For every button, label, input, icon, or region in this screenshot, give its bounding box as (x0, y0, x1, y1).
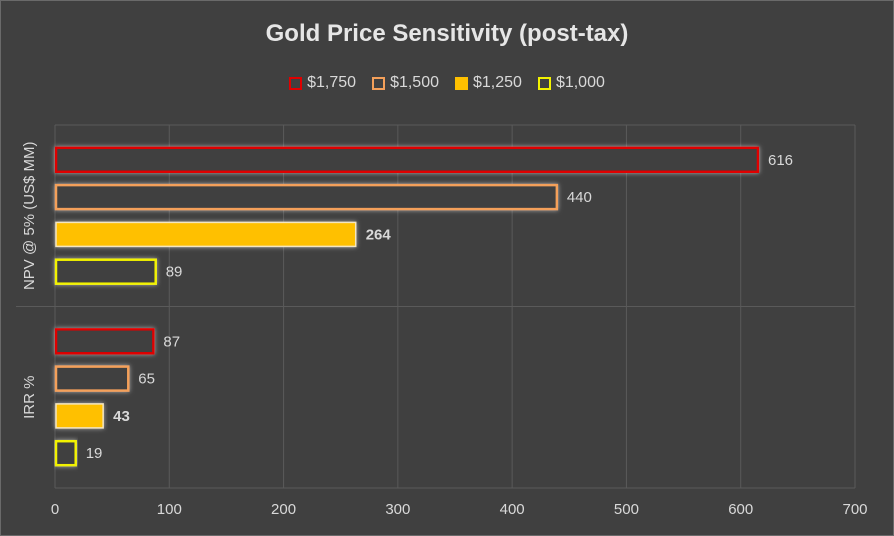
category-label: IRR % (21, 376, 38, 419)
chart-title: Gold Price Sensitivity (post-tax) (265, 20, 629, 47)
data-label: 616 (768, 152, 793, 169)
legend-swatch (455, 76, 468, 90)
bar (54, 183, 559, 211)
bar (54, 328, 155, 355)
legend-item: $1,000 (537, 74, 605, 92)
x-tick-label: 200 (271, 501, 296, 518)
x-tick-label: 100 (157, 501, 182, 518)
bar (55, 221, 357, 248)
x-tick-label: 600 (728, 501, 753, 518)
x-tick-label: 500 (614, 501, 639, 518)
legend-label: $1,250 (473, 74, 522, 91)
bar (54, 146, 760, 174)
x-tick-label: 0 (51, 501, 59, 518)
x-tick-label: 700 (842, 501, 867, 518)
bar (54, 365, 130, 392)
bar (55, 403, 104, 429)
legend-label: $1,500 (390, 74, 439, 91)
category-label: NPV @ 5% (US$ MM) (21, 141, 38, 290)
x-tick-label: 300 (385, 501, 410, 518)
legend-item: $1,500 (372, 74, 439, 92)
data-label: 43 (113, 408, 130, 425)
bar (54, 258, 157, 285)
legend-item: $1,250 (455, 74, 522, 92)
legend-label: $1,750 (307, 74, 357, 91)
legend-swatch (289, 76, 303, 90)
legend-swatch (537, 76, 551, 90)
legend-label: $1,000 (555, 74, 605, 91)
legend-swatch (372, 76, 386, 90)
data-label: 440 (567, 189, 592, 206)
data-label: 19 (86, 445, 103, 462)
data-label: 264 (366, 226, 392, 243)
bar (54, 439, 77, 467)
data-label: 89 (166, 264, 183, 281)
x-tick-label: 400 (500, 501, 525, 518)
data-label: 65 (138, 371, 155, 388)
data-label: 87 (163, 333, 180, 350)
legend-item: $1,750 (289, 74, 356, 92)
chart-legend: $1,750 $1,500 $1,250 $1,000 (0, 74, 894, 92)
